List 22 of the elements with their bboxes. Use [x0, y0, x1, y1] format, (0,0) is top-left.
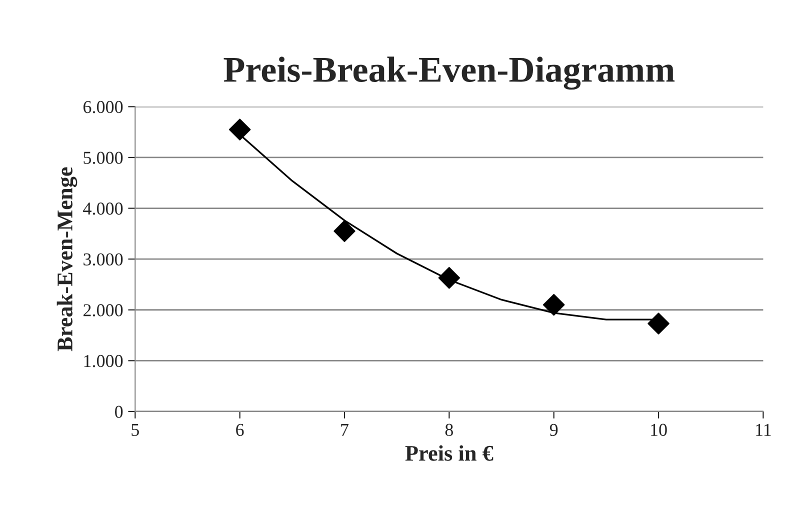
x-tick-label: 9 — [550, 424, 558, 436]
point — [228, 118, 251, 140]
x-axis-title: Preis in € — [405, 445, 494, 461]
y-tick-label: 4.000 — [83, 202, 123, 215]
y-tick-label: 5.000 — [84, 152, 123, 164]
x-tick-label: 10 — [651, 424, 667, 436]
x-tick-label: 11 — [756, 424, 771, 436]
y-tick-label: 1.000 — [84, 354, 123, 368]
x-tick-label: 8 — [445, 424, 453, 436]
chart-title: Preis-Break-Even-Diagramm — [224, 56, 675, 90]
y-tick-label: 6.000 — [83, 100, 123, 114]
x-tick-label: 7 — [341, 424, 348, 436]
point — [334, 220, 356, 242]
point — [542, 294, 565, 316]
point — [438, 266, 460, 289]
y-tick-label: 3.000 — [84, 253, 123, 266]
y-axis-title: Break-Even-Menge — [56, 167, 78, 352]
point — [648, 312, 670, 334]
x-tick-label: 5 — [132, 424, 139, 436]
x-tick-label: 6 — [236, 424, 244, 436]
y-tick-label: 0 — [115, 406, 123, 418]
y-tick-label: 2.000 — [84, 304, 123, 316]
